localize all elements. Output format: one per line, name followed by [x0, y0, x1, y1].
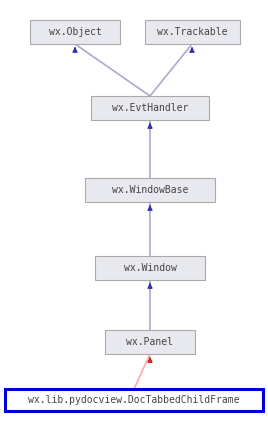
- Text: wx.Object: wx.Object: [49, 27, 101, 37]
- Text: wx.Window: wx.Window: [124, 263, 176, 273]
- Text: wx.WindowBase: wx.WindowBase: [112, 185, 188, 195]
- Bar: [105, 330, 195, 354]
- Bar: [30, 20, 120, 44]
- Text: wx.Trackable: wx.Trackable: [157, 27, 227, 37]
- Bar: [144, 20, 240, 44]
- Bar: [5, 389, 263, 411]
- Bar: [85, 178, 215, 202]
- Bar: [91, 96, 209, 120]
- Text: wx.EvtHandler: wx.EvtHandler: [112, 103, 188, 113]
- Bar: [95, 256, 205, 280]
- Text: wx.lib.pydocview.DocTabbedChildFrame: wx.lib.pydocview.DocTabbedChildFrame: [28, 395, 240, 405]
- Text: wx.Panel: wx.Panel: [126, 337, 173, 347]
